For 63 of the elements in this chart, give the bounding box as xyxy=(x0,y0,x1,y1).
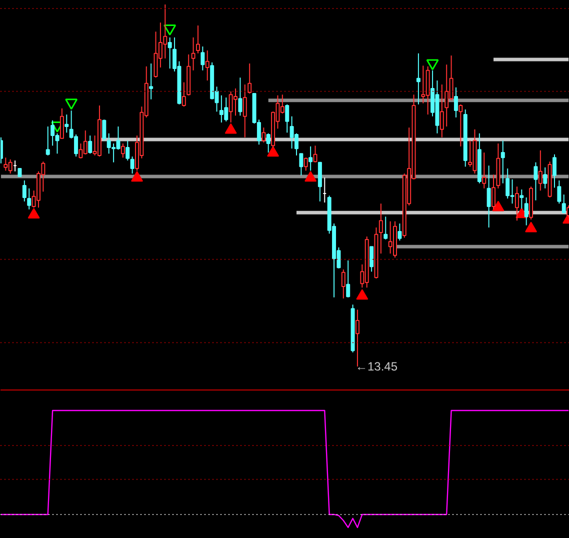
annotation: ←13.45 xyxy=(355,360,398,374)
candlestick xyxy=(248,62,252,94)
candlestick xyxy=(285,104,290,134)
point xyxy=(492,200,504,212)
candlestick xyxy=(126,140,130,162)
candlestick xyxy=(524,196,528,226)
candlestick xyxy=(60,108,64,139)
candlestick xyxy=(355,309,360,368)
candlestick xyxy=(562,194,566,214)
point xyxy=(28,208,40,218)
candlestick xyxy=(557,180,562,204)
candlestick xyxy=(341,268,346,299)
candlestick xyxy=(500,140,505,184)
candlestick xyxy=(486,165,491,228)
candlestick xyxy=(520,188,524,210)
candlestick xyxy=(238,77,242,116)
point xyxy=(164,24,176,36)
candlestick xyxy=(64,114,69,134)
candlestick xyxy=(313,145,318,163)
candlestick xyxy=(492,174,496,210)
point xyxy=(356,289,368,300)
candlestick xyxy=(552,154,556,188)
candlestick xyxy=(398,223,402,242)
candlestick xyxy=(130,156,134,174)
candlestick xyxy=(543,166,548,189)
candlestick xyxy=(458,104,463,147)
point xyxy=(304,171,317,182)
candlestick xyxy=(262,127,266,143)
point xyxy=(131,171,144,182)
candlestick xyxy=(196,24,200,54)
candlestick xyxy=(88,135,92,154)
candlestick xyxy=(168,36,172,70)
candlestick xyxy=(102,119,106,142)
candlestick xyxy=(308,146,313,172)
candlestick xyxy=(416,52,420,105)
candlestick xyxy=(454,86,458,118)
candlestick xyxy=(468,140,472,168)
candlestick xyxy=(27,188,32,210)
candlestick xyxy=(299,153,304,176)
candlestick xyxy=(534,162,538,201)
candlestick xyxy=(538,150,542,192)
candlestick xyxy=(440,84,444,138)
candlestick xyxy=(191,36,196,71)
candlestick xyxy=(370,246,374,272)
candlestick xyxy=(22,180,26,202)
candlestick xyxy=(149,62,154,100)
candlestick xyxy=(242,84,247,138)
candlestick xyxy=(384,216,388,240)
candlestick xyxy=(378,203,383,254)
candlestick xyxy=(46,126,50,156)
candlestick xyxy=(205,50,210,82)
candlestick xyxy=(120,143,125,158)
candlestick xyxy=(266,132,270,154)
candlestick xyxy=(304,157,308,172)
point xyxy=(65,98,78,110)
candlestick xyxy=(514,186,519,222)
candlestick xyxy=(200,46,205,71)
point xyxy=(426,59,439,70)
candlestick xyxy=(346,260,350,298)
point xyxy=(525,222,538,232)
candlestick xyxy=(182,82,186,108)
point xyxy=(267,146,280,157)
candlestick xyxy=(482,152,486,189)
